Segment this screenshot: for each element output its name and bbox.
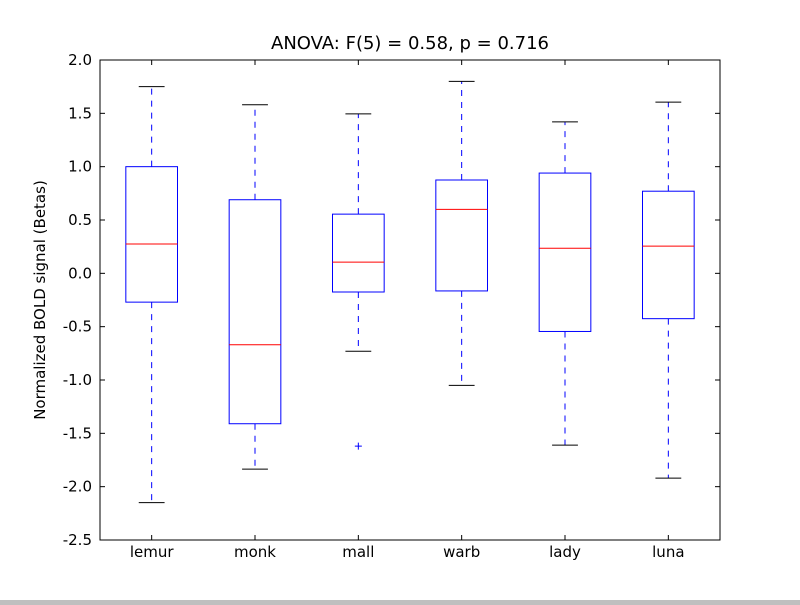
x-tick-label: luna (652, 543, 684, 561)
outlier-point (354, 442, 362, 450)
y-tick-label: -2.0 (63, 478, 92, 496)
y-tick-label: -2.5 (63, 531, 92, 549)
x-tick-label: lady (549, 543, 581, 561)
y-tick-label: 2.0 (68, 51, 92, 69)
box-lemur (125, 166, 179, 303)
x-tick-label: mall (342, 543, 374, 561)
x-tick-label: monk (234, 543, 276, 561)
y-tick-label: 0.0 (68, 264, 92, 282)
x-tick-label: lemur (130, 543, 175, 561)
plot-frame (99, 59, 721, 541)
x-tick-label: warb (443, 543, 480, 561)
y-tick-label: 0.5 (68, 211, 92, 229)
box-monk (228, 199, 282, 425)
box-warb (435, 179, 489, 292)
box-lady (538, 172, 592, 332)
box-mall (332, 213, 385, 293)
y-tick-label: 1.5 (68, 104, 92, 122)
y-axis-label: Normalized BOLD signal (Betas) (31, 180, 49, 420)
y-tick-label: -1.5 (63, 424, 92, 442)
y-tick-label: 1.0 (68, 158, 92, 176)
chart-title: ANOVA: F(5) = 0.58, p = 0.716 (271, 33, 549, 54)
y-tick-label: -1.0 (63, 371, 92, 389)
box-luna (642, 190, 695, 320)
y-tick-label: -0.5 (63, 318, 92, 336)
